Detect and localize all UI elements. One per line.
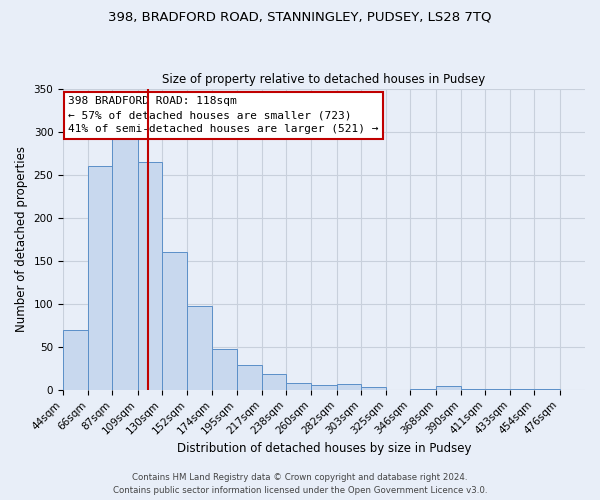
Text: 398, BRADFORD ROAD, STANNINGLEY, PUDSEY, LS28 7TQ: 398, BRADFORD ROAD, STANNINGLEY, PUDSEY,…: [108, 10, 492, 23]
Bar: [212, 348, 236, 390]
Text: 398 BRADFORD ROAD: 118sqm
← 57% of detached houses are smaller (723)
41% of semi: 398 BRADFORD ROAD: 118sqm ← 57% of detac…: [68, 96, 379, 134]
Bar: [88, 166, 112, 390]
X-axis label: Distribution of detached houses by size in Pudsey: Distribution of detached houses by size …: [177, 442, 471, 455]
Bar: [485, 389, 510, 390]
Bar: [535, 389, 560, 390]
Text: Contains HM Land Registry data © Crown copyright and database right 2024.
Contai: Contains HM Land Registry data © Crown c…: [113, 474, 487, 495]
Bar: [436, 386, 461, 390]
Bar: [162, 252, 187, 390]
Bar: [510, 389, 535, 390]
Bar: [63, 330, 88, 390]
Bar: [337, 384, 361, 390]
Bar: [361, 388, 386, 390]
Bar: [187, 306, 212, 390]
Y-axis label: Number of detached properties: Number of detached properties: [15, 146, 28, 332]
Bar: [236, 365, 262, 390]
Bar: [410, 389, 436, 390]
Title: Size of property relative to detached houses in Pudsey: Size of property relative to detached ho…: [163, 73, 485, 86]
Bar: [112, 138, 138, 390]
Bar: [262, 374, 286, 390]
Bar: [461, 389, 485, 390]
Bar: [138, 162, 162, 390]
Bar: [311, 384, 337, 390]
Bar: [286, 383, 311, 390]
